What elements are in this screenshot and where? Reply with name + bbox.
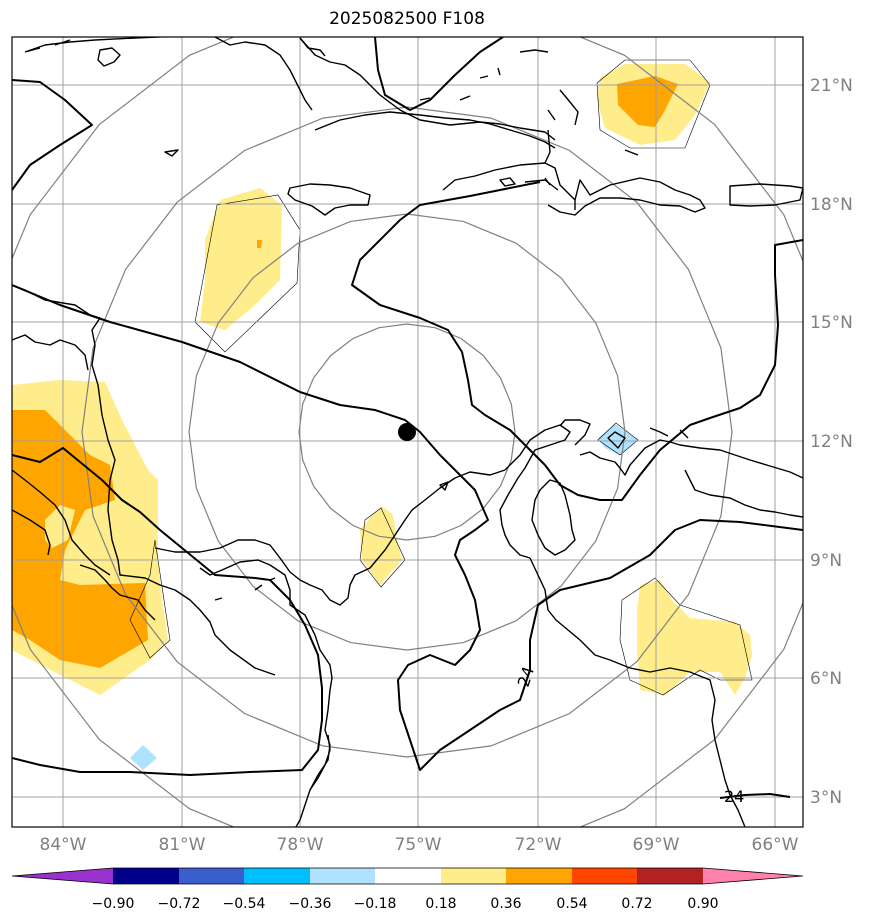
colorbar-label-1: −0.90 [92, 896, 135, 912]
anomaly-region-venezuela [637, 580, 752, 695]
coastline-aruba [439, 481, 449, 491]
contour-label-2: 24 [724, 787, 744, 806]
range-rings [12, 37, 803, 827]
lat-label-21n: 21°N [810, 76, 853, 96]
lon-label-69w: 69°W [633, 835, 680, 855]
lat-label-6n: 6°N [810, 669, 842, 689]
anomaly-region-caribbean-north-spot [257, 240, 262, 248]
coastline-panama [154, 469, 506, 827]
map-frame [11, 36, 804, 828]
contour-label-1: 24 [514, 664, 538, 689]
lat-label-9n: 9°N [810, 551, 842, 571]
coastline-hispaniola [442, 162, 706, 216]
coastline-jamaica [287, 183, 371, 216]
lon-label-81w: 81°W [159, 835, 206, 855]
colorbar-segment-8 [572, 868, 637, 884]
colorbar-label-3: −0.54 [223, 896, 266, 912]
coastline-gonave [499, 177, 516, 187]
lat-label-18n: 18°N [810, 195, 853, 215]
lon-label-78w: 78°W [277, 835, 324, 855]
anomaly-region-negative-south [130, 745, 157, 770]
anomaly-region-colombia-coast [360, 506, 402, 585]
coastline-colombia-venezuela [499, 424, 803, 559]
colorbar-label-4: −0.36 [289, 896, 332, 912]
coastline-northeast-islands [547, 89, 639, 156]
anomaly-region-negative-east [598, 424, 638, 455]
coastline-venezuela-east [684, 469, 803, 518]
colorbar-label-6: 0.18 [425, 896, 456, 912]
coastline-puerto-rico [729, 183, 803, 207]
lon-label-66w: 66°W [752, 835, 799, 855]
coastline-curacao [607, 431, 626, 449]
colorbar-segment-2 [179, 868, 244, 884]
lat-label-12n: 12°N [810, 432, 853, 452]
contour-line-center [351, 181, 803, 501]
coastline-cuba [24, 37, 556, 141]
anomaly-region-caribbean-north [200, 188, 282, 330]
colorbar-label-5: −0.18 [354, 896, 397, 912]
colorbar-segment-1 [113, 868, 179, 884]
colorbar-label-8: 0.54 [556, 896, 587, 912]
anomaly-region-central-america-core [12, 410, 148, 668]
contour-line-southeast [719, 793, 791, 799]
lat-label-3n: 3°N [810, 788, 842, 808]
map-title: 2025082500 F108 [329, 9, 485, 29]
anomaly-region-central-america-gap [45, 505, 75, 548]
colorbar-segment-extend-high [703, 868, 803, 884]
coastline-isla-juventud [97, 47, 121, 67]
colorbar-label-2: −0.72 [158, 896, 201, 912]
range-ring-1 [298, 323, 516, 541]
colorbar-segment-7 [506, 868, 572, 884]
coastline-cuba-interior [214, 37, 326, 111]
contour-line-cuba [374, 37, 504, 111]
coastline-turks-caicos [419, 49, 549, 101]
coastline-small-key [164, 149, 179, 157]
colorbar-segment-extend-low [12, 868, 113, 884]
map-plot-area: 24 24 [12, 37, 803, 827]
coastline-paraguana [559, 419, 591, 446]
colorbar-segment-6 [441, 868, 506, 884]
anomaly-region-hispaniola-core [617, 76, 678, 127]
contour-line-north [12, 79, 93, 191]
contour-line-west-center [12, 284, 803, 771]
coastline-nicaragua [12, 469, 156, 621]
longitude-labels: 84°W 81°W 78°W 75°W 72°W 69°W 66°W [40, 835, 799, 855]
contour-line-southwest [12, 447, 323, 776]
range-ring-4 [12, 37, 803, 827]
colorbar-segment-4 [310, 868, 375, 884]
lat-label-15n: 15°N [810, 313, 853, 333]
storm-center-marker [398, 423, 416, 441]
colorbar-label-10: 0.90 [687, 896, 718, 912]
lon-label-84w: 84°W [40, 835, 87, 855]
colorbar-label-9: 0.72 [621, 896, 652, 912]
height-contours [12, 37, 803, 799]
colorbar-segment-9 [637, 868, 703, 884]
lon-label-72w: 72°W [515, 835, 562, 855]
colorbar-label-7: 0.36 [490, 896, 521, 912]
range-ring-3 [81, 106, 733, 758]
lon-label-75w: 75°W [395, 835, 442, 855]
shaded-anomaly-regions [12, 64, 752, 770]
colorbar-segment-3 [244, 868, 310, 884]
border-colombia-venezuela [529, 557, 746, 827]
colorbar: −0.90 −0.72 −0.54 −0.36 −0.18 0.18 0.36 … [11, 867, 804, 912]
colorbar-segment-5 [375, 868, 441, 884]
coastline-colombia-pacific [309, 734, 331, 791]
coastline-hispaniola-north [544, 129, 551, 186]
latitude-labels: 21°N 18°N 15°N 12°N 9°N 6°N 3°N [810, 76, 853, 808]
colorbar-outline [11, 867, 804, 885]
range-ring-2 [188, 213, 626, 651]
coastline-cuba-south [314, 111, 556, 149]
